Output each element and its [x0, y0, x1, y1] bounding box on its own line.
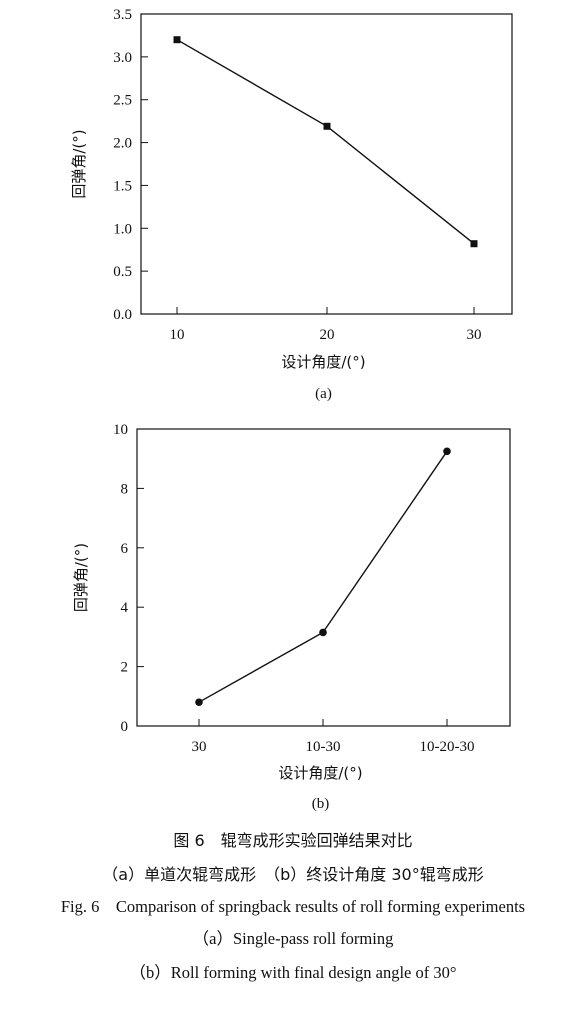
y-tick-label: 4: [121, 600, 129, 616]
y-tick-label: 0.5: [113, 264, 132, 280]
y-tick-label: 1.0: [113, 221, 132, 237]
y-axis-title: 回弹角/(°): [72, 543, 90, 612]
x-tick-label: 10-20-30: [420, 739, 475, 755]
data-point: [173, 36, 181, 44]
y-tick-label: 0.0: [113, 307, 132, 323]
chart-b: 0 2 4 6 8 10 30 10-30 10-20-30 设计角度/(°) 回弹角/(°) (b): [72, 422, 511, 812]
data-point: [470, 240, 478, 248]
y-tick-label: 0: [121, 719, 129, 735]
y-tick-label: 8: [121, 481, 129, 497]
y-tick-label: 3.0: [113, 50, 132, 66]
data-point: [319, 628, 327, 637]
series-line: [198, 450, 448, 703]
figure-title-zh: 图 6 辊弯成形实验回弹结果对比: [173, 831, 413, 850]
x-tick-label: 30: [192, 739, 207, 755]
data-point: [195, 698, 203, 707]
figure-subcaption-en-b: （b）Roll forming with final design angle …: [129, 963, 457, 982]
plot-frame: [140, 13, 513, 315]
y-tick-label: 2: [121, 660, 129, 676]
subfigure-label: (a): [315, 386, 332, 402]
y-tick-label: 6: [121, 541, 129, 557]
y-axis-title: 回弹角/(°): [70, 129, 88, 198]
y-tick-label: 3.5: [113, 7, 132, 23]
y-tick-label: 2.0: [113, 136, 132, 152]
y-tick-label: 1.5: [113, 178, 132, 194]
x-axis-title: 设计角度/(°): [278, 764, 362, 782]
chart-a: 0.0 0.5 1.0 1.5 2.0 2.5 3.0 3.5 10 20 30 设计角度/(°) 回弹…: [70, 7, 513, 402]
data-point: [443, 447, 451, 456]
figure-title-en: Fig. 6 Comparison of springback results …: [60, 897, 526, 916]
subfigure-label: (b): [312, 796, 330, 812]
x-tick-label: 10-30: [306, 739, 341, 755]
y-tick-label: 10: [113, 422, 128, 438]
figure-subcaptions-zh: （a）单道次辊弯成形 （b）终设计角度 30°辊弯成形: [102, 865, 484, 884]
series-line: [176, 39, 475, 245]
x-tick-label: 30: [467, 327, 482, 343]
x-tick-label: 10: [170, 327, 185, 343]
y-tick-label: 2.5: [113, 93, 132, 109]
x-tick-label: 20: [320, 327, 335, 343]
figure-subcaption-en-a: （a）Single-pass roll forming: [192, 929, 394, 948]
data-point: [323, 122, 331, 130]
plot-frame: [136, 428, 511, 727]
x-axis-title: 设计角度/(°): [281, 353, 365, 371]
